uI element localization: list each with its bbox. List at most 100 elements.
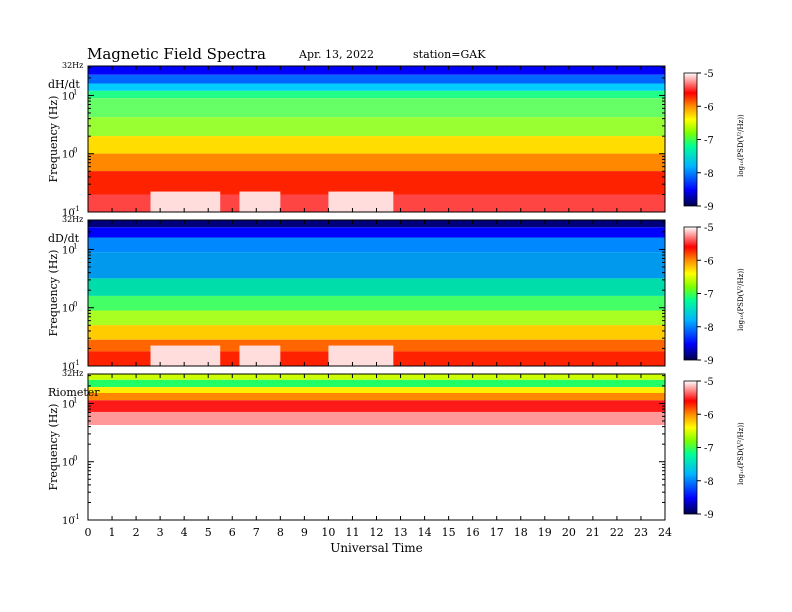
colorbar-label: log₁₀(PSD(V²/Hz)) xyxy=(737,422,745,485)
y-tick-label: 10 xyxy=(62,304,75,315)
colorbar-tick-label: -6 xyxy=(704,410,714,421)
x-tick-label: 2 xyxy=(133,526,140,539)
x-tick-label: 14 xyxy=(418,526,432,539)
spectrogram-band xyxy=(88,411,665,426)
y-tick-exponent: 0 xyxy=(73,147,77,155)
colorbar-tick-label: -7 xyxy=(704,444,714,455)
colorbar-tick-label: -9 xyxy=(704,510,714,521)
y-tick-exponent: -1 xyxy=(73,513,80,521)
station-label: station=GAK xyxy=(413,48,486,61)
colorbar-label: log₁₀(PSD(V²/Hz)) xyxy=(737,268,745,331)
x-tick-label: 16 xyxy=(466,526,480,539)
date-label: Apr. 13, 2022 xyxy=(298,48,374,61)
spectrogram-band xyxy=(88,310,665,326)
x-tick-label: 19 xyxy=(538,526,552,539)
y-tick-exponent: -1 xyxy=(73,359,80,367)
spectrogram-band xyxy=(88,325,665,340)
spectrogram-band xyxy=(88,136,665,154)
colorbar-tick-label: -7 xyxy=(704,136,714,147)
y-tick-label: 10 xyxy=(62,208,75,219)
panel-label: dD/dt xyxy=(48,232,80,245)
x-tick-label: 18 xyxy=(514,526,528,539)
spectrogram-patch xyxy=(239,191,281,212)
spectrogram-patch xyxy=(328,345,394,366)
y-tick-label: 10 xyxy=(62,458,75,469)
colorbar-tick-label: -8 xyxy=(704,477,714,488)
spectrogram-band xyxy=(88,237,665,253)
y-tick-exponent: 1 xyxy=(73,88,77,96)
colorbar-tick-label: -5 xyxy=(704,223,714,234)
spectrogram-patch xyxy=(328,191,394,212)
x-tick-label: 11 xyxy=(345,526,359,539)
colorbar xyxy=(683,380,698,515)
x-tick-label: 6 xyxy=(229,526,236,539)
spectrogram-band xyxy=(88,117,665,137)
colorbar-tick-label: -6 xyxy=(704,256,714,267)
colorbar-label: log₁₀(PSD(V²/Hz)) xyxy=(737,114,745,177)
spectrogram-band xyxy=(88,171,665,195)
x-tick-label: 12 xyxy=(370,526,384,539)
spectrogram-patch xyxy=(150,345,221,366)
colorbar-tick-label: -5 xyxy=(704,377,714,388)
y-tick-label: 10 xyxy=(62,362,75,373)
y-tick-exponent: 0 xyxy=(73,455,77,463)
colorbar-tick-label: -9 xyxy=(704,202,714,213)
x-tick-label: 4 xyxy=(181,526,188,539)
colorbar-tick-label: -7 xyxy=(704,290,714,301)
colorbar xyxy=(683,226,698,361)
spectrogram-band xyxy=(88,278,665,296)
y-tick-exponent: 0 xyxy=(73,301,77,309)
x-tick-label: 5 xyxy=(205,526,212,539)
x-tick-label: 21 xyxy=(586,526,600,539)
y-tick-label: 10 xyxy=(62,245,75,256)
spectrogram-band xyxy=(88,252,665,279)
spectrogram-band xyxy=(88,90,665,99)
spectrogram-band xyxy=(88,153,665,172)
colorbar-tick-label: -5 xyxy=(704,69,714,80)
x-tick-label: 15 xyxy=(442,526,456,539)
x-tick-label: 8 xyxy=(277,526,284,539)
spectrogram-patch xyxy=(150,191,221,212)
x-tick-label: 1 xyxy=(109,526,116,539)
top-frequency-label: 32Hz xyxy=(62,369,83,378)
x-tick-label: 7 xyxy=(253,526,260,539)
y-axis-label: Frequency (Hz) xyxy=(47,404,60,491)
spectrogram-band xyxy=(88,400,665,412)
spectrogram-band xyxy=(88,66,665,75)
spectrogram-band xyxy=(88,74,665,84)
spectrogram-band xyxy=(88,98,665,118)
spectrogram-band xyxy=(88,83,665,91)
y-axis-label: Frequency (Hz) xyxy=(47,250,60,337)
x-tick-label: 22 xyxy=(610,526,624,539)
panel-label: Riometer xyxy=(48,386,100,399)
top-frequency-label: 32Hz xyxy=(62,61,83,70)
spectrogram-band xyxy=(88,295,665,311)
y-tick-label: 10 xyxy=(62,516,75,527)
y-tick-exponent: 1 xyxy=(73,396,77,404)
x-tick-label: 9 xyxy=(301,526,308,539)
spectrogram-band xyxy=(88,425,665,520)
spectrogram-band xyxy=(88,387,665,393)
y-axis-label: Frequency (Hz) xyxy=(47,96,60,183)
y-tick-label: 10 xyxy=(62,150,75,161)
spectrogram-band xyxy=(88,227,665,238)
x-tick-label: 3 xyxy=(157,526,164,539)
spectrogram-band xyxy=(88,392,665,401)
colorbar-tick-label: -8 xyxy=(704,169,714,180)
y-tick-exponent: -1 xyxy=(73,205,80,213)
colorbar-tick-label: -8 xyxy=(704,323,714,334)
y-tick-label: 10 xyxy=(62,399,75,410)
spectrogram-band xyxy=(88,379,665,388)
colorbar-tick-label: -6 xyxy=(704,102,714,113)
colorbar xyxy=(683,72,698,207)
panel-label: dH/dt xyxy=(48,78,80,91)
x-axis-label: Universal Time xyxy=(330,541,423,555)
figure-title: Magnetic Field Spectra xyxy=(87,45,266,63)
y-tick-exponent: 1 xyxy=(73,242,77,250)
spectrogram-patch xyxy=(239,345,281,366)
y-tick-label: 10 xyxy=(62,91,75,102)
